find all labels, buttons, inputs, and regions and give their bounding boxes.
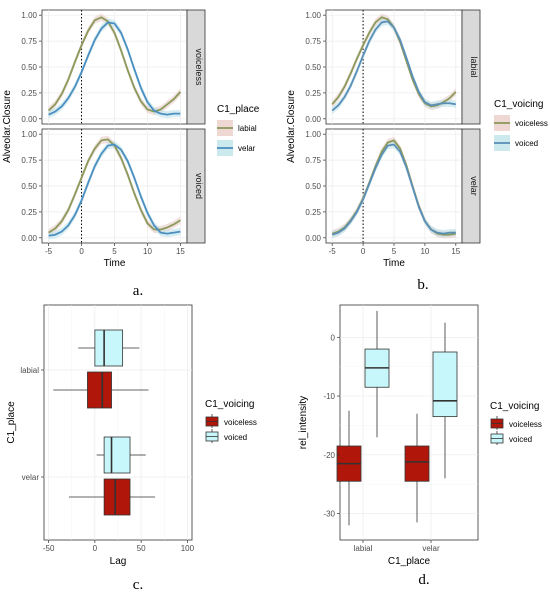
facet-strip [461, 128, 481, 244]
y-tick-label: -30 [323, 510, 335, 519]
x-axis-label: Lag [110, 556, 127, 567]
series-band-velar [48, 18, 181, 119]
facet-strip-label: voiceless [194, 48, 204, 86]
series-band-labial [48, 135, 181, 237]
x-tick-label: 15 [451, 247, 460, 256]
y-tick-label: 0 [331, 333, 336, 342]
facet-strip [461, 9, 481, 125]
y-tick-label: -20 [323, 451, 335, 460]
series-line-labial [47, 16, 182, 113]
panel-b-line-chart: 0.00 0.25 0.50 0.75 1.00 labial 0.00 0.25 0.50 0.… [286, 9, 548, 269]
y-tick-label: 0.00 [21, 115, 37, 124]
y-axis-label: C1_place [6, 401, 17, 444]
series-line-velar [48, 143, 181, 237]
panel-d-box-plot: 0 -10 -20 -30 labial velar C1_place rel_intensi… [298, 304, 542, 567]
y-tick-label: 0.25 [21, 89, 37, 98]
y-tick-label: labial [20, 366, 39, 375]
legend-label-labial: labial [238, 124, 257, 133]
y-tick-label: 0.00 [21, 234, 37, 243]
facet-strip [186, 128, 206, 244]
y-tick-label: 0.75 [305, 37, 321, 46]
x-tick-label: 0 [79, 247, 84, 256]
y-tick-label: 0.50 [21, 63, 37, 72]
facet-strip-label: voiced [194, 173, 204, 199]
y-axis-label: Alveolar.Closure [286, 90, 297, 163]
legend-label-voiced: voiced [515, 139, 538, 148]
legend-label-voiced: voiced [224, 433, 247, 442]
x-tick-label: 5 [112, 247, 117, 256]
legend-label-voiced: voiced [509, 435, 532, 444]
plot-panel-bg [339, 304, 479, 541]
x-tick-label: 15 [176, 247, 185, 256]
y-tick-label: 0.75 [305, 156, 321, 165]
y-tick-label: 0.50 [305, 182, 321, 191]
x-axis-label: Time [383, 258, 405, 269]
series-line-voiced [331, 143, 456, 236]
y-tick-label: 0.25 [305, 208, 321, 217]
legend-label-voiceless: voiceless [509, 420, 542, 429]
y-tick-label: 0.25 [21, 208, 37, 217]
y-tick-label: 0.75 [21, 37, 37, 46]
series-line-velar [48, 21, 181, 116]
box-velar-voiceless [103, 478, 131, 516]
y-tick-label: 0.50 [305, 63, 321, 72]
x-axis-label: C1_place [388, 556, 431, 567]
x-tick-label: labial [354, 544, 373, 553]
box-labial-voiced [94, 329, 124, 367]
y-tick-label: 0.00 [305, 234, 321, 243]
y-tick-label: 0.50 [21, 182, 37, 191]
y-tick-label: 0.75 [21, 156, 37, 165]
x-tick-label: 100 [181, 544, 195, 553]
y-tick-label: velar [22, 473, 40, 482]
y-axis-label: Alveolar.Closure [2, 90, 13, 163]
caption-a: a. [133, 283, 143, 299]
y-tick-label: 0.00 [305, 115, 321, 124]
x-tick-label: -5 [45, 247, 53, 256]
panel-c-box-plot: -50 0 50 100 labial velar Lag C1_place C1_voicin… [6, 304, 257, 567]
y-tick-label: 1.00 [21, 130, 37, 139]
x-tick-label: 0 [93, 544, 98, 553]
caption-c: c. [133, 577, 143, 593]
x-tick-label: 10 [420, 247, 429, 256]
box-velar-voiceless [404, 445, 430, 482]
x-tick-label: -5 [329, 247, 337, 256]
facet-strip [186, 9, 206, 125]
legend-label-voiceless: voiceless [224, 418, 257, 427]
y-tick-label: 0.25 [305, 89, 321, 98]
box-velar-voiced [432, 351, 458, 418]
y-tick-label: 1.00 [305, 130, 321, 139]
legend-title: C1_place [217, 104, 260, 115]
y-tick-label: 1.00 [21, 11, 37, 20]
x-tick-label: velar [422, 544, 440, 553]
x-tick-label: 10 [143, 247, 152, 256]
facet-strip-label: velar [469, 176, 479, 196]
x-tick-label: 50 [137, 544, 146, 553]
x-axis-label: Time [104, 258, 126, 269]
series-band-voiced [332, 17, 456, 115]
x-tick-label: 0 [361, 247, 366, 256]
x-tick-label: 5 [392, 247, 397, 256]
panel-a-line-chart: 0.00 0.25 0.50 0.75 1.00 voiceless 0.00 0.25 0.5… [2, 9, 260, 269]
x-tick-label: -50 [43, 544, 55, 553]
y-axis-label: rel_intensity [298, 396, 309, 449]
caption-b: b. [417, 277, 428, 293]
y-tick-label: 1.00 [305, 11, 321, 20]
y-tick-label: -10 [323, 392, 335, 401]
box-velar-voiced [103, 436, 131, 474]
box-labial-voiceless [87, 371, 112, 409]
legend-title: C1_voicing [494, 99, 543, 110]
series-line-voiced [331, 20, 456, 112]
caption-d: d. [418, 572, 429, 588]
facet-strip-label: labial [469, 56, 479, 77]
legend-title: C1_voicing [490, 401, 539, 412]
legend-label-velar: velar [238, 144, 256, 153]
legend-title: C1_voicing [205, 399, 254, 410]
legend-label-voiceless: voiceless [515, 119, 548, 128]
